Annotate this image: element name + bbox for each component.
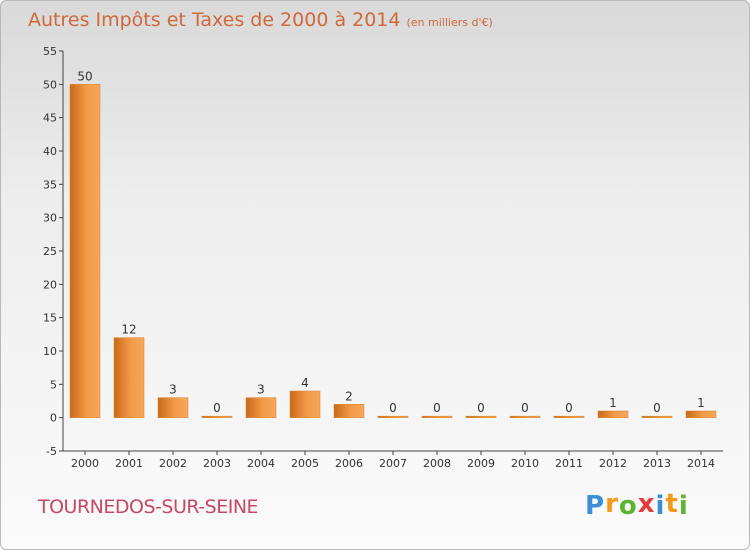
bar-value-label: 12 <box>121 323 136 337</box>
logo-letter: x <box>637 489 656 519</box>
bar-value-label: 3 <box>169 383 177 397</box>
x-tick-label: 2002 <box>159 457 187 470</box>
bar-value-label: 3 <box>257 383 265 397</box>
bar-value-label: 1 <box>609 396 617 410</box>
x-tick-label: 2010 <box>511 457 539 470</box>
proxiti-logo: Proxiti <box>585 489 689 521</box>
y-tick-label: 55 <box>43 45 57 58</box>
y-tick-label: 35 <box>43 178 57 191</box>
x-tick-label: 2003 <box>203 457 231 470</box>
logo-letter: t <box>665 489 679 519</box>
bar-value-label: 0 <box>389 401 397 415</box>
x-tick-label: 2014 <box>687 457 715 470</box>
y-tick-label: 15 <box>43 312 57 325</box>
x-tick-label: 2008 <box>423 457 451 470</box>
y-tick-label: 30 <box>43 212 57 225</box>
x-tick-label: 2006 <box>335 457 363 470</box>
y-tick-label: 40 <box>43 145 57 158</box>
chart-subtitle: (en milliers d'€) <box>406 16 493 29</box>
bar <box>641 415 673 418</box>
bar-value-label: 0 <box>477 401 485 415</box>
x-tick-label: 2005 <box>291 457 319 470</box>
bar-value-label: 4 <box>301 376 309 390</box>
y-tick-label: 45 <box>43 112 57 125</box>
bar <box>685 410 717 418</box>
bar-value-label: 0 <box>213 401 221 415</box>
x-tick-label: 2001 <box>115 457 143 470</box>
bar <box>597 410 629 418</box>
x-tick-label: 2013 <box>643 457 671 470</box>
logo-letter: r <box>605 489 619 519</box>
bar-value-label: 1 <box>697 396 705 410</box>
bar-value-label: 50 <box>77 69 92 83</box>
y-tick-label: 10 <box>43 345 57 358</box>
y-tick-label: 20 <box>43 278 57 291</box>
bar <box>421 415 453 418</box>
logo-letter: o <box>618 491 638 521</box>
bar-value-label: 0 <box>433 401 441 415</box>
x-tick-label: 2009 <box>467 457 495 470</box>
bar <box>509 415 541 418</box>
bar <box>465 415 497 418</box>
x-tick-label: 2004 <box>247 457 275 470</box>
bar <box>333 404 365 418</box>
chart-title-text: Autres Impôts et Taxes de 2000 à 2014 <box>28 9 401 31</box>
bar <box>69 84 101 418</box>
bar <box>157 397 189 418</box>
y-tick-label: -5 <box>46 445 57 458</box>
chart-title: Autres Impôts et Taxes de 2000 à 2014 (en… <box>28 9 493 31</box>
bar <box>377 415 409 418</box>
bar <box>113 337 145 418</box>
y-tick-label: 25 <box>43 245 57 258</box>
bar-value-label: 2 <box>345 389 353 403</box>
x-tick-label: 2007 <box>379 457 407 470</box>
x-tick-label: 2000 <box>71 457 99 470</box>
logo-letter: P <box>585 491 606 521</box>
y-tick-label: 5 <box>50 378 57 391</box>
x-tick-label: 2011 <box>555 457 583 470</box>
logo-letter: i <box>655 491 666 521</box>
bar <box>201 415 233 418</box>
bar <box>553 415 585 418</box>
bar <box>245 397 277 418</box>
y-tick-label: 50 <box>43 78 57 91</box>
bar <box>289 390 321 418</box>
bar-value-label: 0 <box>521 401 529 415</box>
bar-value-label: 0 <box>565 401 573 415</box>
commune-name: TOURNEDOS-SUR-SEINE <box>38 496 259 518</box>
x-tick-label: 2012 <box>599 457 627 470</box>
logo-letter: i <box>678 491 689 521</box>
bar-value-label: 0 <box>653 401 661 415</box>
y-tick-label: 0 <box>50 412 57 425</box>
